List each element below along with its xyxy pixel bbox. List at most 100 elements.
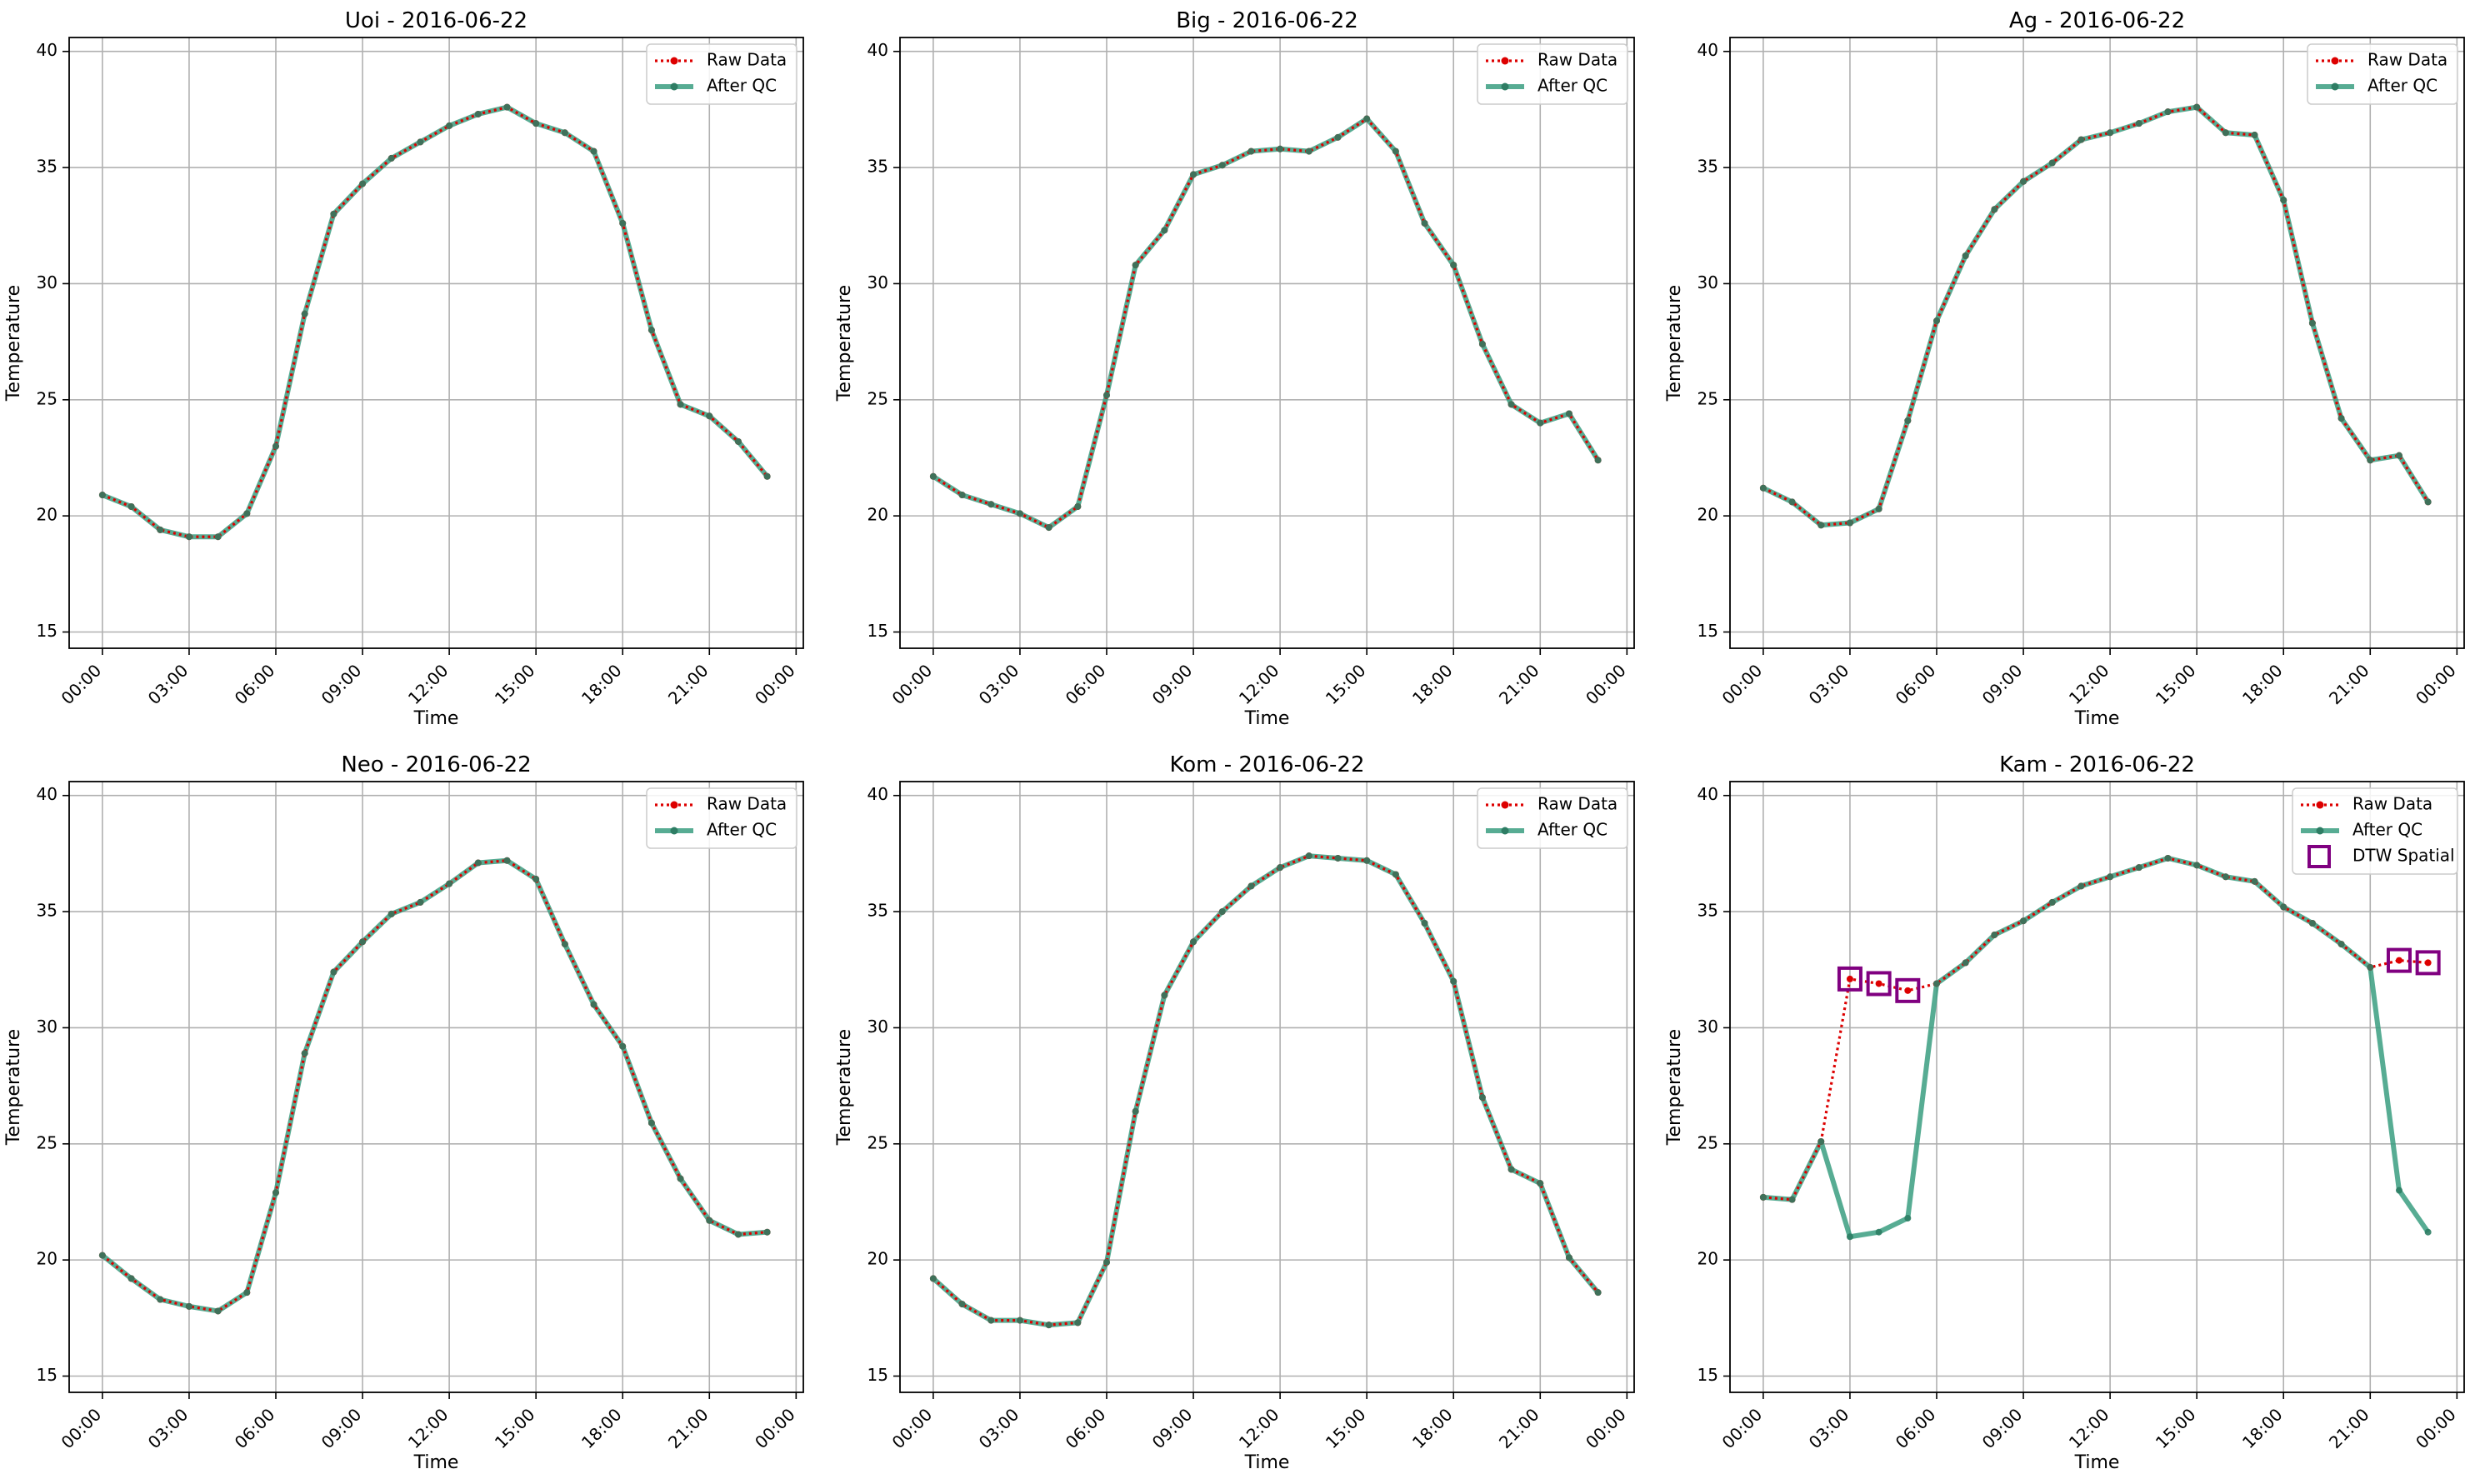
subplot-title: Big - 2016-06-22 <box>1176 8 1358 33</box>
after-qc-point <box>1161 992 1168 999</box>
y-tick-label: 25 <box>37 388 58 408</box>
y-tick-label: 35 <box>868 157 888 177</box>
after-qc-point <box>243 1289 251 1297</box>
grid <box>69 782 803 1392</box>
x-tick-label: 06:00 <box>1062 1404 1110 1452</box>
after-qc-point <box>214 1307 222 1315</box>
legend-raw-marker <box>2331 57 2339 65</box>
after-qc-point <box>1962 252 1969 259</box>
legend-label: Raw Data <box>1538 50 1618 70</box>
after-qc-point <box>1305 147 1312 155</box>
after-qc-point <box>1334 133 1342 141</box>
y-tick-label: 15 <box>1698 621 1718 641</box>
raw-data-line <box>932 117 1600 529</box>
dtw-spatial-marker <box>1837 966 1862 992</box>
y-tick-label: 40 <box>868 40 888 60</box>
y-axis-label: Temperature <box>834 1029 855 1146</box>
legend-label: Raw Data <box>2352 794 2432 814</box>
after-qc-point <box>590 1001 598 1008</box>
after-qc-point <box>1102 1258 1110 1266</box>
legend-qc-marker <box>2331 82 2339 91</box>
grid <box>1730 37 2464 648</box>
after-qc-point <box>98 492 106 499</box>
after-qc-point <box>2424 1228 2432 1236</box>
after-qc-point <box>272 442 279 450</box>
after-qc-point <box>1102 392 1110 399</box>
legend-qc-marker <box>670 827 678 835</box>
x-tick-label: 03:00 <box>975 1404 1023 1452</box>
y-axis-label: Temperature <box>834 285 855 402</box>
after-qc-point <box>2020 917 2028 925</box>
subplot: 00:00 03:00 06:00 09:00 12:00 15:00 18:00 21:00… <box>3 8 804 729</box>
after-qc-point <box>359 180 367 187</box>
after-qc-point <box>2251 132 2258 139</box>
subplot: 00:00 03:00 06:00 09:00 12:00 15:00 18:00 21:00… <box>1664 8 2465 729</box>
legend-label: After QC <box>707 76 777 96</box>
after-qc-point <box>2308 920 2316 927</box>
x-tick-label: 15:00 <box>491 660 539 708</box>
after-qc-point <box>988 501 995 508</box>
legend: Raw Data After QC <box>2307 43 2458 105</box>
after-qc-point <box>1508 1166 1515 1173</box>
after-qc-point <box>1045 1322 1052 1329</box>
after-qc-point <box>1074 1319 1082 1327</box>
x-tick-label: 03:00 <box>1805 1404 1853 1452</box>
after-qc-point <box>301 310 308 317</box>
after-qc-point <box>2395 452 2402 459</box>
after-qc-point <box>417 138 424 146</box>
after-qc-point <box>2367 963 2374 971</box>
after-qc-point <box>619 1042 627 1050</box>
after-qc-point <box>1594 457 1602 464</box>
x-tick-label: 18:00 <box>1408 1404 1457 1452</box>
after-qc-point <box>561 129 568 137</box>
after-qc-point <box>1218 908 1226 916</box>
y-tick-label: 30 <box>1698 272 1718 292</box>
x-tick-label: 21:00 <box>2325 1404 2373 1452</box>
after-qc-point <box>561 941 568 948</box>
after-qc-point <box>1508 401 1515 408</box>
legend-label: Raw Data <box>2368 50 2448 70</box>
x-tick-label: 06:00 <box>231 660 279 708</box>
after-qc-point <box>1875 505 1882 512</box>
subplot-title: Neo - 2016-06-22 <box>341 752 531 777</box>
after-qc-point <box>2251 877 2258 885</box>
y-tick-label: 15 <box>37 1365 58 1385</box>
after-qc-point <box>503 857 511 864</box>
subplot-title: Kam - 2016-06-22 <box>1999 752 2195 777</box>
y-tick-label: 40 <box>37 40 58 60</box>
x-tick-label: 15:00 <box>1322 660 1370 708</box>
x-tick-label: 03:00 <box>144 660 192 708</box>
after-qc-point <box>185 533 192 541</box>
after-qc-point <box>1565 410 1572 417</box>
after-qc-point <box>1450 977 1458 985</box>
x-tick-label: 00:00 <box>1582 660 1630 708</box>
after-qc-point <box>590 147 598 155</box>
x-tick-label: 18:00 <box>1408 660 1457 708</box>
x-tick-label: 12:00 <box>404 660 452 708</box>
after-qc-point <box>1132 262 1139 269</box>
y-tick-label: 25 <box>868 388 888 408</box>
x-tick-label: 06:00 <box>1062 660 1110 708</box>
x-axis-label: Time <box>413 708 459 729</box>
after-qc-point <box>446 122 453 129</box>
after-qc-point <box>1818 1137 1825 1145</box>
x-tick-label: 15:00 <box>1322 1404 1370 1452</box>
x-tick-label: 09:00 <box>1148 1404 1197 1452</box>
raw-data-point <box>1875 980 1882 987</box>
after-qc-point <box>1305 852 1312 860</box>
legend: Raw Data After QC <box>646 43 798 105</box>
y-tick-label: 15 <box>868 1365 888 1385</box>
after-qc-point <box>2424 498 2432 506</box>
x-tick-label: 21:00 <box>1495 660 1543 708</box>
after-qc-point <box>1478 1094 1486 1102</box>
x-tick-label: 15:00 <box>2152 660 2200 708</box>
after-qc-point <box>330 210 338 217</box>
after-qc-point <box>2308 319 2316 327</box>
after-qc-point <box>330 968 338 976</box>
after-qc-point <box>388 910 395 917</box>
after-qc-point <box>2222 129 2229 137</box>
y-axis-label: Temperature <box>1664 285 1685 402</box>
x-tick-label: 09:00 <box>1148 660 1197 708</box>
after-qc-point <box>474 859 482 867</box>
